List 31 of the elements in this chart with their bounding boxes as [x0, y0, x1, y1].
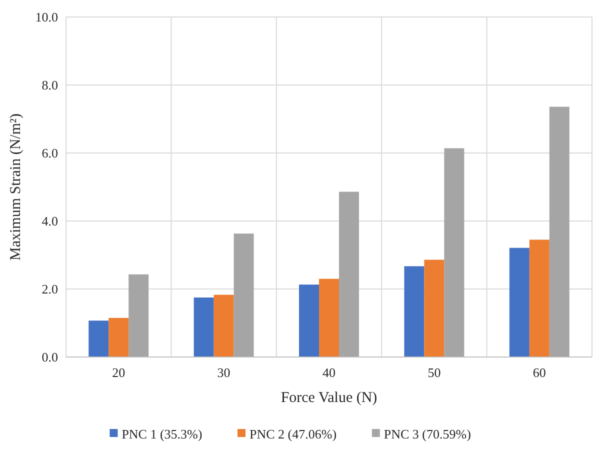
bar — [88, 320, 109, 357]
bar — [319, 278, 339, 357]
bar — [509, 248, 530, 357]
y-axis-title: Maximum Strain (N/m²) — [8, 114, 24, 260]
bar — [424, 260, 444, 357]
bar — [404, 266, 424, 357]
bar — [108, 318, 129, 357]
x-tick-label: 20 — [112, 365, 126, 380]
bar — [549, 106, 570, 357]
y-tick-label: 4.0 — [42, 214, 58, 229]
y-tick-label: 8.0 — [42, 78, 58, 93]
y-tick-label: 6.0 — [42, 146, 58, 161]
bar — [194, 298, 214, 357]
y-tick-label: 2.0 — [42, 282, 58, 297]
bar — [214, 294, 234, 357]
x-tick-label: 60 — [532, 365, 546, 380]
legend-label: PNC 2 (47.06%) — [250, 426, 337, 442]
bar — [128, 274, 149, 357]
bar — [338, 192, 359, 357]
x-tick-label: 30 — [217, 365, 230, 380]
y-tick-label: 0.0 — [42, 350, 58, 365]
bar — [529, 240, 550, 357]
legend-label: PNC 3 (70.59%) — [384, 426, 471, 442]
bar — [444, 148, 464, 357]
y-tick-label: 10.0 — [35, 10, 58, 25]
bar — [299, 284, 320, 357]
x-tick-label: 40 — [322, 365, 336, 380]
x-axis-title: Force Value (N) — [280, 390, 378, 406]
bar — [234, 234, 254, 357]
x-tick-label: 50 — [428, 365, 441, 380]
legend-label: PNC 1 (35.3%) — [122, 426, 202, 442]
